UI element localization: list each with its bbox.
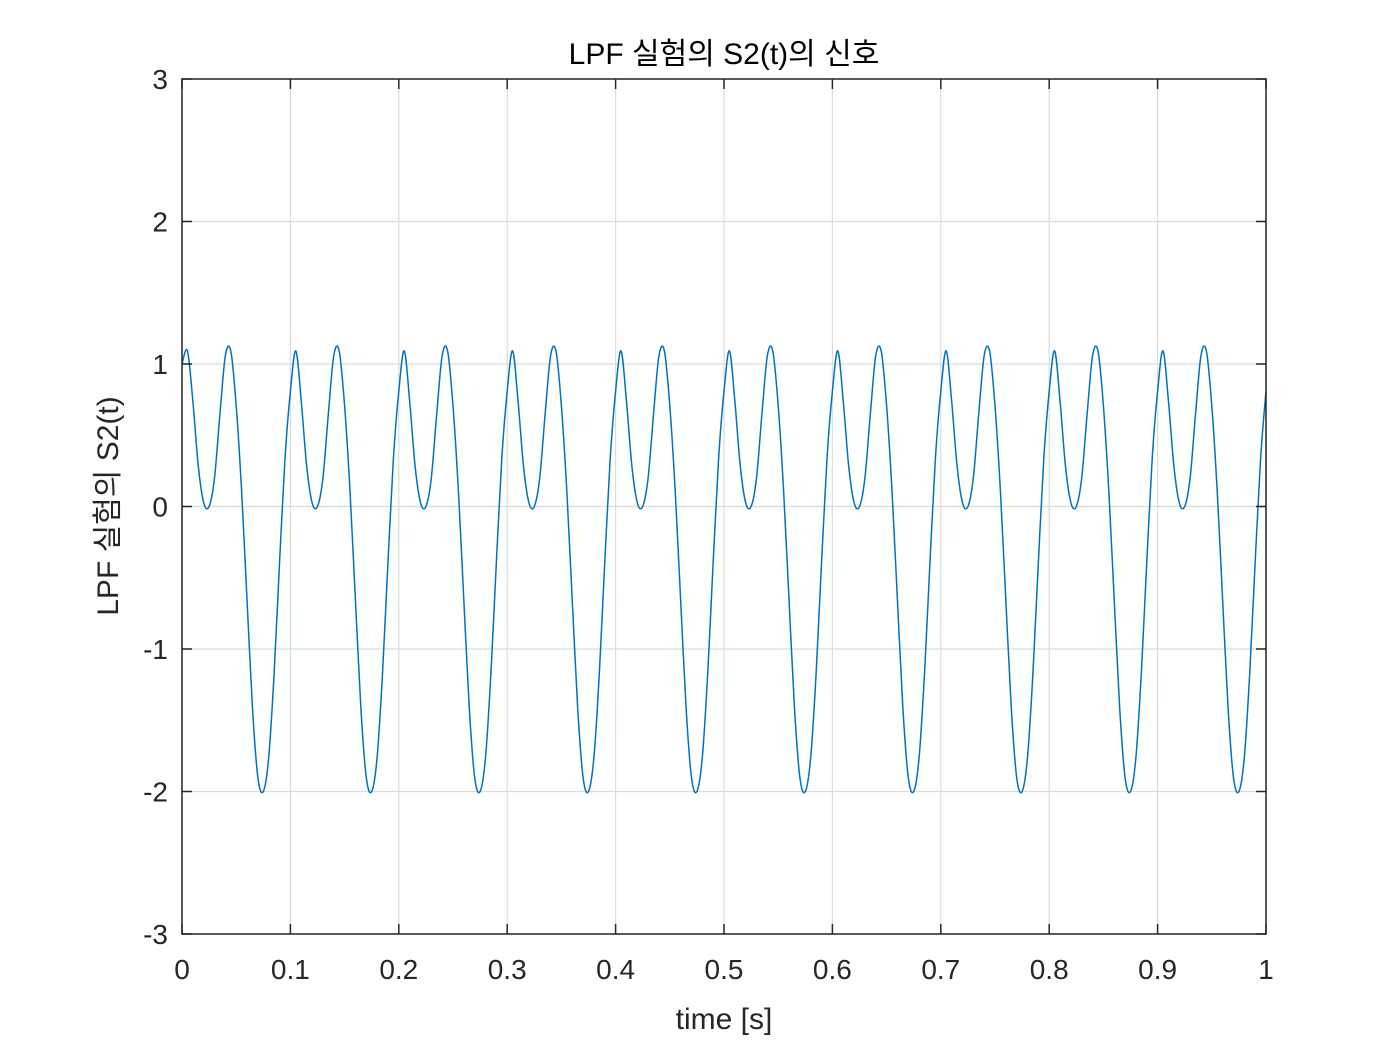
y-tick-label: 2 [152, 207, 168, 238]
series-layer [181, 345, 1267, 794]
y-tick-label: 0 [152, 492, 168, 523]
tick-marks [181, 78, 1267, 935]
y-tick-label: -3 [143, 919, 168, 950]
chart-title: LPF 실험의 S2(t)의 신호 [569, 38, 880, 71]
x-tick-label: 0.8 [1030, 954, 1069, 985]
y-tick-label: -1 [143, 634, 168, 665]
x-tick-label: 0 [174, 954, 190, 985]
x-tick-label: 0.5 [705, 954, 744, 985]
y-tick-label: 3 [152, 64, 168, 95]
x-tick-label: 0.2 [379, 954, 418, 985]
x-tick-label: 0.9 [1138, 954, 1177, 985]
y-tick-label: 1 [152, 349, 168, 380]
x-tick-labels: 0 0.1 0.2 0.3 0.4 0.5 0.6 0.7 0.8 0.9 1 [174, 954, 1274, 985]
x-tick-label: 0.3 [488, 954, 527, 985]
x-axis-label: time [s] [676, 1003, 773, 1036]
y-tick-labels: -3 -2 -1 0 1 2 3 [143, 64, 168, 950]
x-tick-label: 0.7 [921, 954, 960, 985]
series-line [181, 345, 1267, 794]
x-tick-label: 0.6 [813, 954, 852, 985]
y-axis-label: LPF 실험의 S2(t) [92, 396, 125, 616]
x-tick-label: 1 [1258, 954, 1274, 985]
x-tick-label: 0.4 [596, 954, 635, 985]
x-tick-label: 0.1 [271, 954, 310, 985]
y-tick-label: -2 [143, 777, 168, 808]
